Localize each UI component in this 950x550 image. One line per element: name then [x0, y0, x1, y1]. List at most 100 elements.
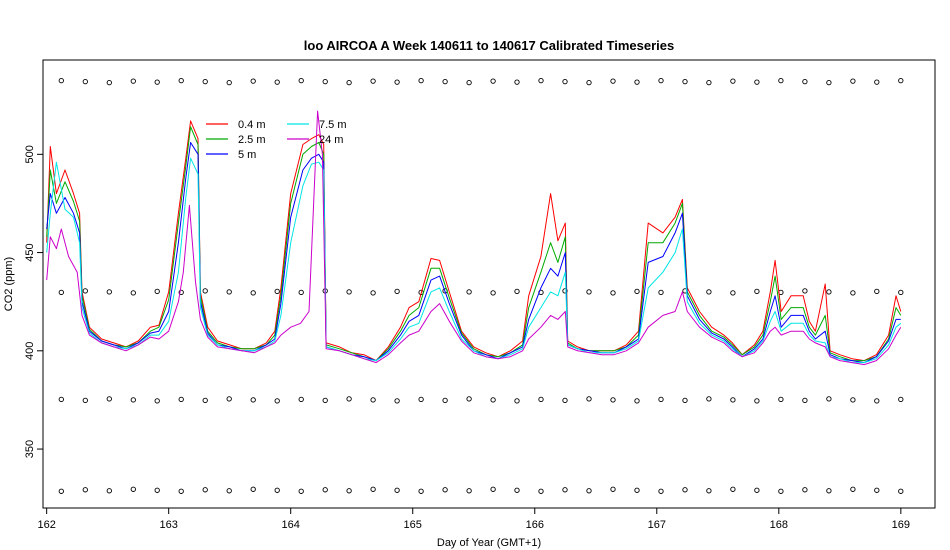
reference-point — [610, 397, 616, 403]
reference-point — [898, 289, 904, 296]
reference-point — [250, 78, 256, 84]
reference-point — [370, 486, 376, 492]
chart-title: loo AIRCOA A Week 140611 to 140617 Calib… — [304, 38, 674, 53]
reference-point — [586, 396, 592, 402]
series-line-2-5-m — [46, 126, 902, 362]
y-tick-label: 350 — [24, 440, 36, 458]
reference-point — [466, 289, 472, 295]
y-tick-label: 400 — [24, 342, 36, 360]
reference-point — [730, 397, 736, 403]
reference-point — [466, 79, 472, 86]
reference-point — [658, 396, 664, 403]
x-tick-label: 162 — [37, 519, 55, 531]
reference-point — [226, 396, 232, 402]
reference-point — [610, 486, 616, 492]
reference-point — [322, 78, 328, 85]
reference-point — [82, 78, 88, 85]
reference-point — [634, 79, 640, 85]
reference-point — [802, 288, 808, 294]
series-line-7-5-m — [46, 157, 902, 364]
reference-point — [418, 77, 424, 84]
reference-point — [370, 78, 376, 84]
reference-point — [82, 288, 88, 294]
reference-point — [418, 396, 424, 403]
reference-point — [874, 288, 880, 295]
reference-point — [730, 290, 736, 296]
reference-point — [250, 397, 256, 403]
reference-point — [538, 396, 544, 403]
y-tick-label: 500 — [24, 145, 36, 163]
reference-point — [682, 487, 688, 493]
y-axis-label: CO2 (ppm) — [3, 257, 15, 311]
reference-point — [298, 289, 304, 296]
reference-point — [82, 487, 88, 493]
reference-point — [154, 487, 160, 493]
reference-point — [802, 78, 808, 85]
reference-point — [778, 396, 784, 403]
reference-point — [898, 77, 904, 84]
reference-point — [442, 78, 448, 85]
reference-point — [802, 487, 808, 493]
series-line-5-m — [46, 142, 901, 364]
legend-label: 5 m — [238, 149, 256, 161]
reference-point — [418, 488, 424, 494]
reference-point — [178, 77, 184, 84]
reference-point — [274, 288, 280, 295]
reference-point — [202, 487, 208, 493]
plot-frame — [42, 59, 936, 509]
reference-point — [658, 77, 664, 84]
reference-point — [586, 289, 592, 295]
reference-point — [394, 79, 400, 85]
reference-point — [58, 289, 64, 296]
reference-point — [634, 487, 640, 493]
reference-point — [898, 396, 904, 403]
reference-point — [154, 79, 160, 85]
x-tick-label: 163 — [160, 519, 178, 531]
reference-point — [490, 290, 496, 296]
reference-point — [682, 397, 688, 404]
reference-point — [538, 77, 544, 84]
reference-point — [346, 396, 352, 402]
reference-point — [730, 78, 736, 84]
reference-point — [634, 288, 640, 295]
reference-point — [490, 78, 496, 84]
reference-point — [202, 78, 208, 85]
reference-point — [490, 486, 496, 492]
reference-point — [202, 397, 208, 404]
reference-point — [442, 487, 448, 493]
reference-point — [394, 288, 400, 295]
y-axis: 350 400 450 500 — [24, 145, 43, 458]
reference-point — [250, 486, 256, 492]
reference-point — [754, 288, 760, 295]
reference-points — [58, 77, 904, 494]
reference-point — [562, 288, 568, 294]
reference-point — [850, 397, 856, 403]
reference-point — [130, 397, 136, 403]
reference-point — [754, 398, 760, 404]
reference-point — [514, 79, 520, 85]
reference-point — [466, 396, 472, 402]
reference-point — [778, 488, 784, 494]
reference-point — [874, 79, 880, 85]
series-line-24-m — [46, 110, 902, 366]
reference-point — [610, 78, 616, 84]
reference-point — [754, 79, 760, 85]
reference-point — [106, 289, 112, 295]
y-tick-label: 450 — [24, 243, 36, 261]
reference-point — [682, 78, 688, 85]
x-axis-label: Day of Year (GMT+1) — [437, 537, 541, 549]
reference-point — [754, 487, 760, 493]
reference-point — [850, 78, 856, 84]
reference-point — [130, 290, 136, 296]
reference-point — [826, 396, 832, 402]
reference-point — [610, 290, 616, 296]
reference-point — [706, 79, 712, 86]
reference-point — [298, 77, 304, 84]
reference-point — [778, 77, 784, 84]
reference-point — [346, 79, 352, 86]
reference-point — [370, 397, 376, 403]
reference-point — [58, 488, 64, 494]
reference-point — [106, 79, 112, 86]
reference-point — [634, 398, 640, 404]
